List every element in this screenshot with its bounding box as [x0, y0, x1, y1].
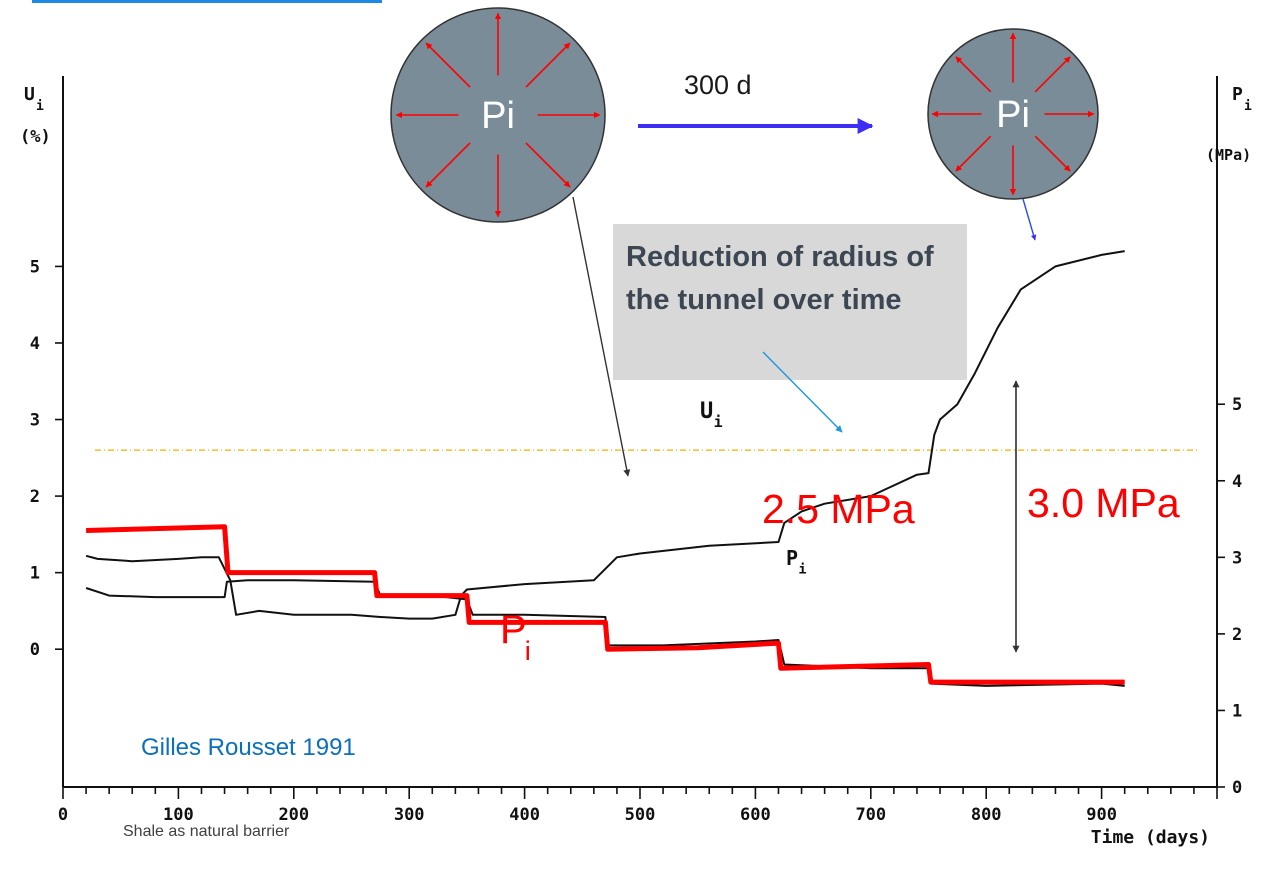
x-tick-label: 700 — [855, 805, 886, 825]
y-left-title: U — [24, 84, 35, 105]
y-left-tick-label: 1 — [30, 564, 40, 584]
pointer-initial-to-curve — [572, 196, 631, 477]
y-left-tick-label: 2 — [30, 487, 40, 507]
pressure-arrow — [955, 135, 992, 172]
pressure-arrow — [1034, 135, 1071, 172]
credit-text: Gilles Rousset 1991 — [141, 734, 356, 761]
pointer-final-to-curve — [1022, 198, 1037, 241]
y-right-tick-label: 1 — [1232, 701, 1242, 721]
x-tick-label: 500 — [625, 805, 656, 825]
pressure-arrow — [425, 42, 471, 88]
pi-curve-label: P — [786, 546, 798, 570]
pressure-circle-initial: Pi — [390, 7, 606, 223]
y-right-tick-label: 2 — [1232, 625, 1242, 645]
y-right-tick-label: 0 — [1232, 778, 1242, 798]
x-tick-label: 300 — [394, 805, 425, 825]
y-right-title: P — [1232, 84, 1243, 105]
circle-label: Pi — [481, 95, 515, 137]
y-right-title-sub: i — [1244, 99, 1252, 114]
footer-text: Shale as natural barrier — [123, 823, 290, 840]
pressure-arrow — [425, 142, 471, 188]
header-accent-line — [32, 0, 382, 3]
pointer-callout-to-curve — [762, 351, 843, 433]
duration-label: 300 d — [684, 70, 752, 100]
y-left-title-sub: i — [36, 99, 44, 114]
callout-box — [613, 224, 967, 380]
pressure-circle-final: Pi — [927, 28, 1099, 200]
y-right-tick-label: 3 — [1232, 548, 1242, 568]
pi-curve-label-sub: i — [798, 561, 806, 577]
y-right-unit: (MPa) — [1206, 146, 1251, 164]
y-right-tick-label: 4 — [1232, 472, 1242, 492]
y-left-unit: (%) — [20, 127, 51, 147]
x-tick-label: 800 — [971, 805, 1002, 825]
y-right-tick-label: 5 — [1232, 395, 1242, 415]
annotation-2-5-mpa: 2.5 MPa — [762, 486, 915, 532]
pressure-circles: Pi Pi — [390, 7, 1099, 223]
ui-curve-label-sub: i — [714, 413, 723, 431]
pressure-arrow — [1034, 56, 1071, 93]
annotation-3-0-mpa: 3.0 MPa — [1027, 480, 1180, 526]
pressure-arrow — [525, 142, 571, 188]
y-left-tick-label: 3 — [30, 411, 40, 431]
x-axis-label: Time (days) — [1091, 827, 1210, 848]
callout-text: Reduction of radius of the tunnel over t… — [626, 241, 934, 316]
pi-red-label-sub: i — [525, 635, 531, 666]
x-tick-label: 200 — [278, 805, 309, 825]
circle-label: Pi — [996, 94, 1030, 136]
y-left-tick-label: 4 — [30, 334, 40, 354]
series-ui-displacement — [85, 250, 1125, 620]
y-left-tick-label: 5 — [30, 257, 40, 277]
x-tick-label: 900 — [1086, 805, 1117, 825]
y-left-tick-label: 0 — [30, 640, 40, 660]
x-tick-label: 100 — [163, 805, 194, 825]
series-pi-applied-pressure — [86, 524, 1125, 685]
pi-red-label: P — [500, 608, 527, 652]
pressure-arrow — [955, 56, 992, 93]
pressure-arrow — [525, 42, 571, 88]
pointer-arrows — [572, 196, 1037, 653]
ui-curve-label: U — [700, 399, 713, 424]
x-tick-label: 400 — [509, 805, 540, 825]
x-tick-label: 0 — [58, 805, 68, 825]
x-tick-label: 600 — [740, 805, 771, 825]
